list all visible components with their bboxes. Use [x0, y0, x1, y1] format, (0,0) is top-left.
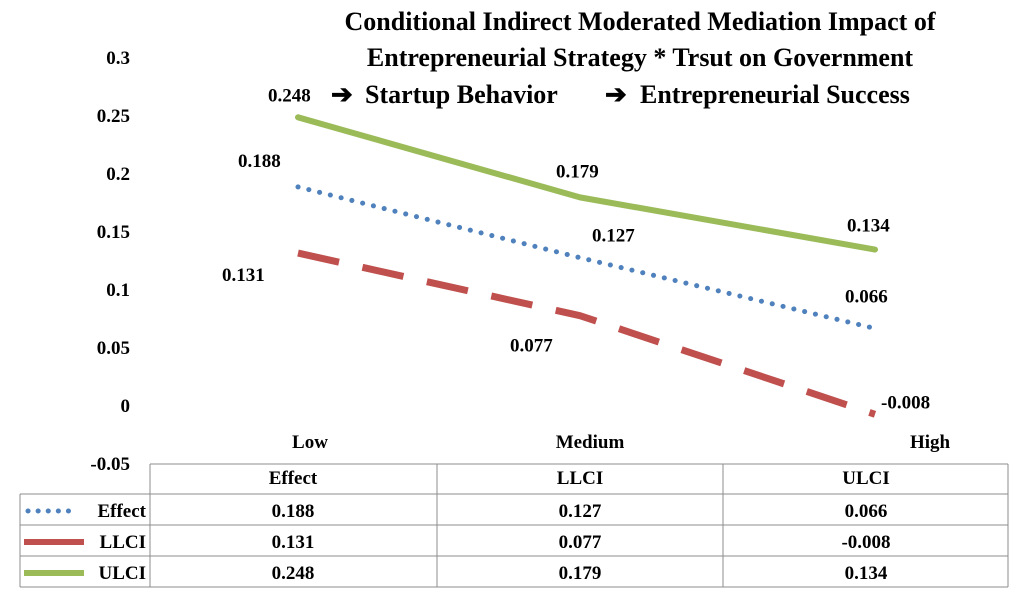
- y-tick-label: 0.3: [106, 48, 130, 69]
- table-cell: -0.008: [841, 532, 890, 553]
- table-cell: 0.188: [272, 501, 315, 522]
- title-line-1: Conditional Indirect Moderated Mediation…: [345, 7, 936, 36]
- series-line-ulci: [295, 114, 878, 253]
- y-tick-label: 0: [121, 396, 131, 417]
- y-tick-label: 0.15: [97, 222, 130, 243]
- data-label-effect: 0.066: [845, 286, 888, 307]
- data-label-llci: 0.131: [222, 265, 265, 286]
- series-line-llci: [297, 249, 877, 418]
- data-label-ulci: 0.134: [847, 216, 890, 237]
- data-label-llci: -0.008: [881, 392, 930, 413]
- title-line-3a: Startup Behavior: [365, 80, 558, 109]
- table-row-label-ulci: ULCI: [98, 563, 146, 584]
- plot-area: 0.3 0.25 0.2 0.15 0.1 0.05 0 -0.05 0.188 0.127 0.0…: [90, 48, 930, 475]
- x-tick-low: Low: [292, 432, 328, 453]
- title-line-2: Entrepreneurial Strategy * Trsut on Gove…: [367, 43, 914, 72]
- y-tick-label: 0.05: [97, 338, 130, 359]
- data-label-ulci: 0.248: [268, 85, 311, 106]
- data-label-llci: 0.077: [510, 336, 553, 357]
- table-header-llci: LLCI: [557, 468, 603, 489]
- title-arrow-1: ➔: [331, 80, 353, 109]
- table-row-label-llci: LLCI: [100, 532, 146, 553]
- table-cell: 0.066: [845, 501, 888, 522]
- y-tick-label: 0.2: [106, 164, 130, 185]
- table-cell: 0.134: [845, 563, 888, 584]
- data-table-grid: [19, 463, 1009, 588]
- title-arrow-2: ➔: [605, 80, 627, 109]
- x-tick-high: High: [910, 432, 951, 453]
- table-cell: 0.077: [559, 532, 602, 553]
- table-cell: 0.179: [559, 563, 602, 584]
- data-label-effect: 0.188: [238, 151, 281, 172]
- series-line-effect: [295, 184, 878, 331]
- y-tick-label: 0.25: [97, 106, 130, 127]
- y-tick-label: -0.05: [90, 454, 130, 475]
- x-tick-medium: Medium: [556, 432, 625, 453]
- table-cell: 0.131: [272, 532, 315, 553]
- table-header-effect: Effect: [269, 468, 318, 489]
- table-header-ulci: ULCI: [842, 468, 890, 489]
- data-label-effect: 0.127: [592, 226, 635, 247]
- data-label-ulci: 0.179: [556, 161, 599, 182]
- y-tick-label: 0.1: [106, 280, 130, 301]
- title-line-3b: Entrepreneurial Success: [640, 80, 910, 109]
- table-cell: 0.248: [272, 563, 315, 584]
- table-row-label-effect: Effect: [97, 501, 146, 522]
- table-cell: 0.127: [559, 501, 602, 522]
